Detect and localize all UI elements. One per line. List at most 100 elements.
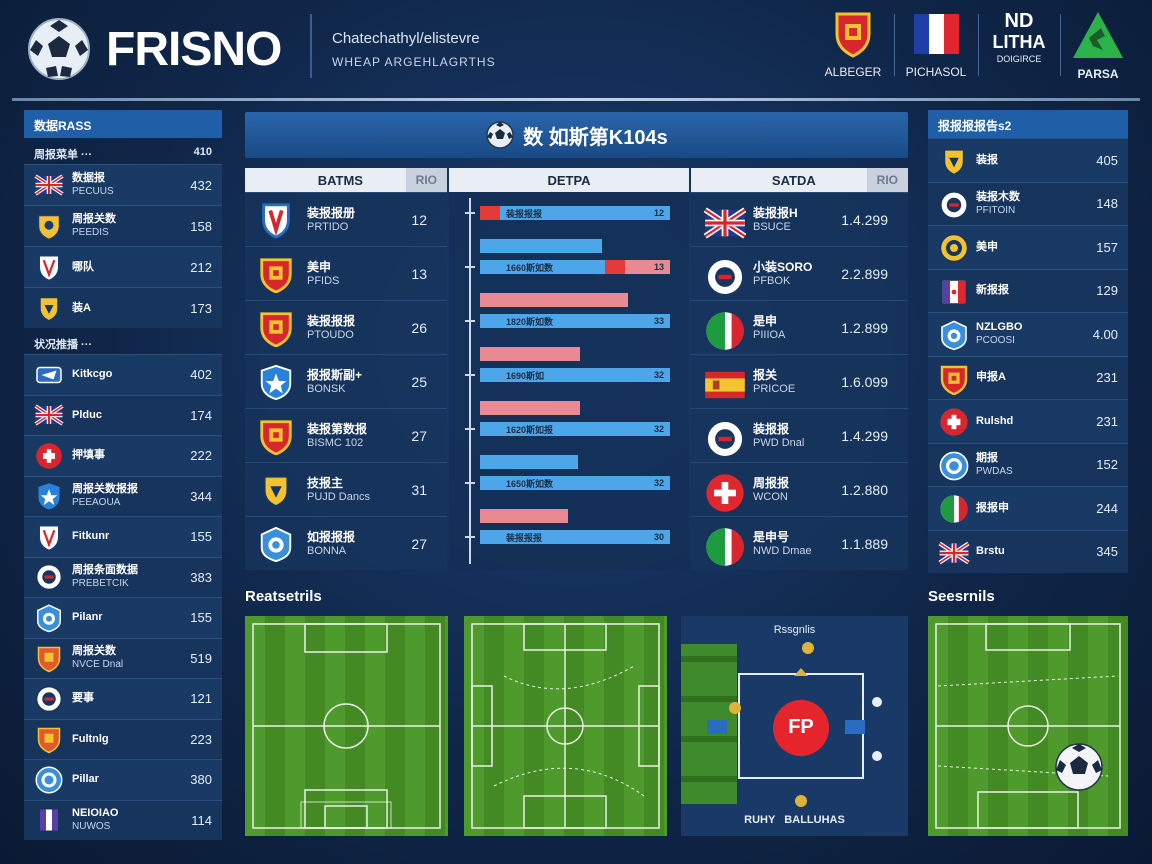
team-row[interactable]: 是申号 NWD Dmae 1.1.889 bbox=[691, 516, 908, 570]
header-badge-2[interactable]: PICHASOL bbox=[900, 10, 972, 79]
tactics-diagram-panel[interactable]: Rssgnlis FP RUHY BALLUHAS bbox=[681, 616, 908, 836]
shield-icon bbox=[34, 252, 64, 282]
sidebar-team-row[interactable]: Fitkunr 155 bbox=[24, 516, 222, 557]
row-value: 380 bbox=[190, 772, 212, 788]
row-name: 是申号 NWD Dmae bbox=[753, 530, 841, 558]
uk-flag-icon bbox=[703, 201, 747, 239]
row-value: 1.2.899 bbox=[841, 319, 888, 336]
row-title: 装报报册 bbox=[307, 205, 356, 220]
bar-main[interactable]: 1660斯如数 13 bbox=[480, 260, 670, 274]
team-row[interactable]: 报报斯副+ BONSK 25 bbox=[245, 354, 447, 408]
sidebar-team-row[interactable]: 要事 121 bbox=[24, 678, 222, 719]
column-header-right[interactable]: SATDA RIO bbox=[691, 168, 908, 192]
sidebar-team-row[interactable]: 装A 173 bbox=[24, 287, 222, 328]
soccer-ball-logo-icon[interactable] bbox=[26, 16, 92, 82]
sidebar-team-row[interactable]: Kitkcgo 402 bbox=[24, 354, 222, 395]
team-row[interactable]: 小装SORO PFBOK 2.2.899 bbox=[691, 246, 908, 300]
column-header-mid[interactable]: DETPA bbox=[449, 168, 689, 192]
sidebar-team-row[interactable]: 申报A 231 bbox=[928, 355, 1128, 399]
sidebar-team-row[interactable]: Pillar 380 bbox=[24, 759, 222, 800]
header-badge-4[interactable]: PARSA bbox=[1066, 10, 1130, 81]
bar-main[interactable]: 1650斯如数 32 bbox=[480, 476, 670, 490]
header-tagline: Chatechathyl/elistevre bbox=[332, 30, 480, 47]
team-row[interactable]: 报关 PRICOE 1.6.099 bbox=[691, 354, 908, 408]
team-row[interactable]: 如报报报 BONNA 27 bbox=[245, 516, 447, 570]
bar-main[interactable]: 1820斯如数 33 bbox=[480, 314, 670, 328]
red-yellow-shield-icon bbox=[257, 255, 295, 294]
sidebar-team-row[interactable]: 装报 405 bbox=[928, 138, 1128, 182]
row-value: 1.1.889 bbox=[841, 535, 888, 552]
row-value: 27 bbox=[411, 535, 427, 552]
team-row[interactable]: 装报报 PWD Dnal 1.4.299 bbox=[691, 408, 908, 462]
row-title: 技报主 bbox=[307, 475, 344, 490]
red-circle-icon bbox=[938, 406, 968, 436]
pitch-view-2[interactable] bbox=[464, 616, 667, 836]
sidebar-team-row[interactable]: 装报木数 PFITOIN 148 bbox=[928, 181, 1128, 225]
left-sidebar-subtitle[interactable]: 周报菜单 ··· 410 bbox=[24, 138, 222, 164]
row-title: 装报 bbox=[976, 153, 998, 166]
team-row[interactable]: 装报第数报 BISMC 102 27 bbox=[245, 408, 447, 462]
row-subtitle: PFBOK bbox=[753, 274, 791, 287]
sidebar-team-row[interactable]: 周报条面数据 PREBETCIK 383 bbox=[24, 556, 222, 597]
sidebar-team-row[interactable]: 期报 PWDAS 152 bbox=[928, 442, 1128, 486]
pitch-view-3[interactable] bbox=[928, 616, 1128, 836]
sidebar-team-row[interactable]: 报报申 244 bbox=[928, 486, 1128, 530]
row-name: Brstu bbox=[976, 545, 1096, 558]
round-crest-icon bbox=[34, 684, 64, 714]
bar-main[interactable]: 装报报报 30 bbox=[480, 530, 670, 544]
row-name: Pillar bbox=[72, 773, 190, 786]
sidebar-team-row[interactable]: Plduc 174 bbox=[24, 394, 222, 435]
team-row[interactable]: 装报报报 PTOUDO 26 bbox=[245, 300, 447, 354]
sidebar-team-row[interactable]: 数据报 PECUUS 432 bbox=[24, 164, 222, 205]
header-badge-3[interactable]: ND LITHA DOIGIRCE bbox=[984, 10, 1054, 64]
axis-tick bbox=[465, 536, 475, 538]
row-subtitle: PEEDIS bbox=[72, 227, 109, 238]
sidebar-team-row[interactable]: 美申 157 bbox=[928, 225, 1128, 269]
bar-main[interactable]: 1620斯如报 32 bbox=[480, 422, 670, 436]
team-row[interactable]: 美申 PFIDS 13 bbox=[245, 246, 447, 300]
row-value: 231 bbox=[1096, 370, 1118, 386]
bar-axis bbox=[469, 198, 471, 564]
row-title: Pilanr bbox=[72, 611, 103, 624]
row-value: 1.4.299 bbox=[841, 427, 888, 444]
bar-main[interactable]: 1690斯如 32 bbox=[480, 368, 670, 382]
sidebar-team-row[interactable]: 周报关数 PEEDIS 158 bbox=[24, 205, 222, 246]
pitch-view-1[interactable] bbox=[245, 616, 448, 836]
sidebar-team-row[interactable]: 押填事 222 bbox=[24, 435, 222, 476]
yellow-crest-icon bbox=[938, 145, 968, 176]
bar-main[interactable]: 装报报报 12 bbox=[480, 206, 670, 220]
column-header-left[interactable]: BATMS RIO bbox=[245, 168, 447, 192]
row-name: 周报报 WCON bbox=[753, 476, 841, 504]
yellow-circle-icon bbox=[938, 232, 969, 263]
team-row[interactable]: 装报报H BSUCE 1.4.299 bbox=[691, 192, 908, 246]
header-badge-1[interactable]: ALBEGER bbox=[818, 10, 888, 79]
team-row[interactable]: 技报主 PUJD Dancs 31 bbox=[245, 462, 447, 516]
sidebar-team-row[interactable]: 周报关数报报 PEEAOUA 344 bbox=[24, 475, 222, 516]
left-sidebar-subtitle[interactable]: 状况推播 ··· bbox=[24, 328, 222, 354]
sidebar-team-row[interactable]: Rulshd 231 bbox=[928, 399, 1128, 443]
row-value: 173 bbox=[190, 300, 212, 316]
sidebar-team-row[interactable]: Pilanr 155 bbox=[24, 597, 222, 638]
bar-upper bbox=[480, 509, 568, 523]
header-badge-big-text: LITHA bbox=[992, 32, 1046, 52]
row-value: 1.6.099 bbox=[841, 373, 888, 390]
sidebar-team-row[interactable]: NEIOIAO NUWOS 114 bbox=[24, 799, 222, 840]
yellow-crest-icon bbox=[34, 293, 64, 323]
bar-value: 12 bbox=[653, 208, 664, 218]
brand-title: FRISNO bbox=[106, 23, 282, 76]
sidebar-team-row[interactable]: Fultnlg 223 bbox=[24, 718, 222, 759]
team-row[interactable]: 是申 PIIIOA 1.2.899 bbox=[691, 300, 908, 354]
sidebar-team-row[interactable]: 新报报 129 bbox=[928, 268, 1128, 312]
bar-upper bbox=[480, 401, 580, 415]
sidebar-team-row[interactable]: 哪队 212 bbox=[24, 246, 222, 287]
flag-icon bbox=[938, 276, 968, 306]
sidebar-team-row[interactable]: 周报关数 NVCE Dnal 519 bbox=[24, 637, 222, 678]
sidebar-team-row[interactable]: NZLGBO PCOOSI 4.00 bbox=[928, 312, 1128, 356]
team-row[interactable]: 装报报册 PRTIDO 12 bbox=[245, 192, 447, 246]
team-row[interactable]: 周报报 WCON 1.2.880 bbox=[691, 462, 908, 516]
row-title: NZLGBO bbox=[976, 321, 1023, 334]
bottom-right-section-label: Seesrnils bbox=[928, 588, 995, 605]
row-name: 要事 bbox=[72, 692, 190, 705]
sidebar-team-row[interactable]: Brstu 345 bbox=[928, 529, 1128, 573]
red-yellow-shield-icon bbox=[257, 309, 295, 348]
